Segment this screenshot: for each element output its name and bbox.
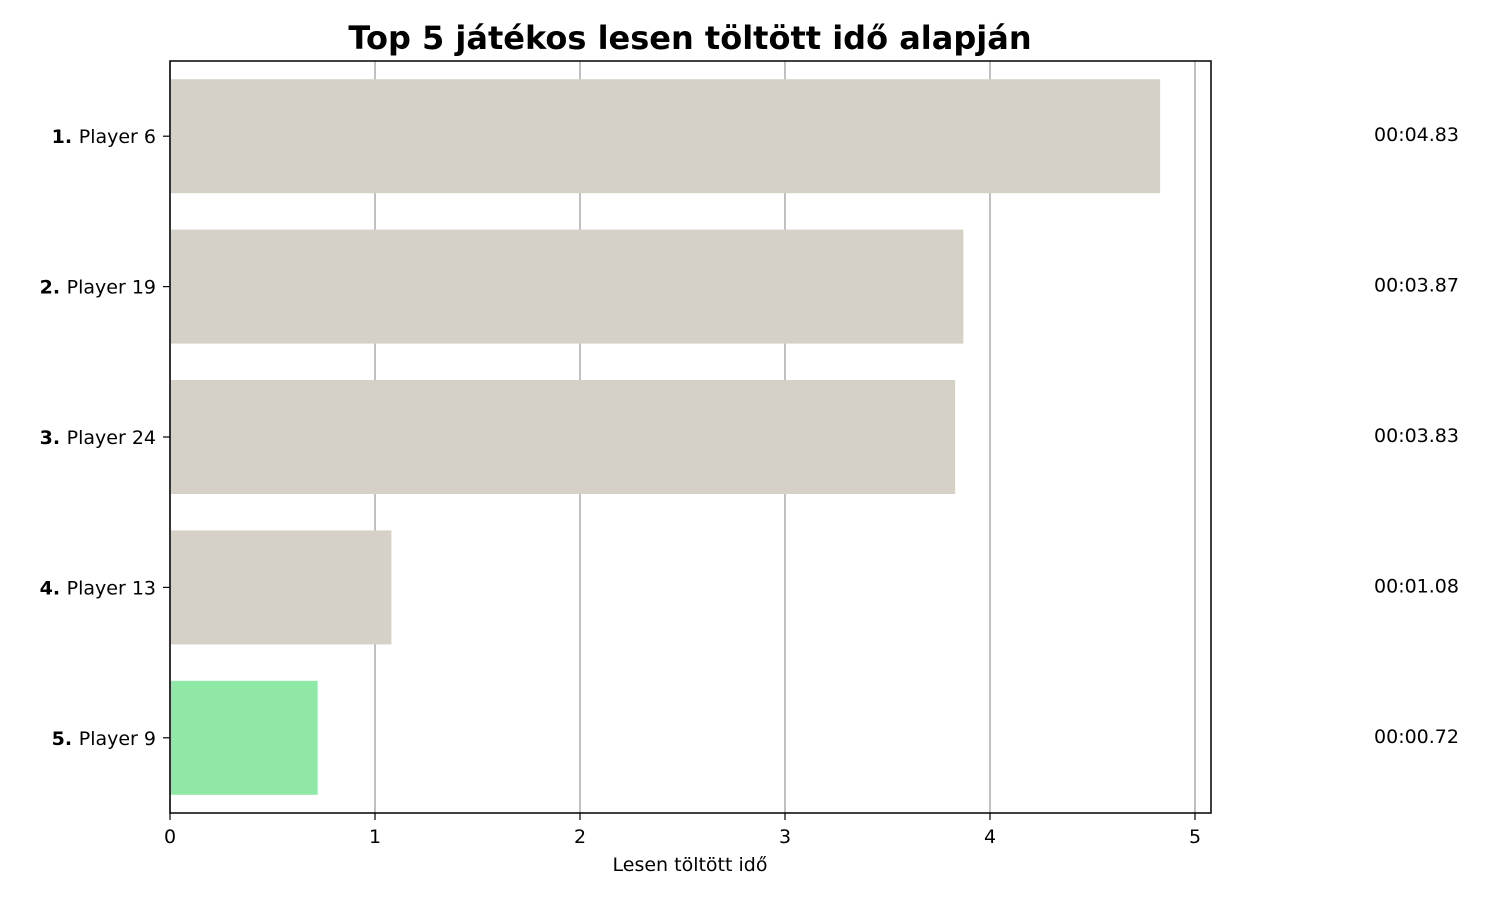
bar <box>170 229 964 344</box>
y-axis: 1. Player 6 2. Player 19 3. Player 24 4. Pl… <box>40 126 170 750</box>
x-tick-label: 3 <box>779 826 791 848</box>
bar <box>170 680 318 795</box>
value-label: 00:03.87 <box>1374 275 1459 297</box>
y-tick-label: 4. Player 13 <box>40 577 156 599</box>
bar <box>170 79 1161 194</box>
y-tick-label: 3. Player 24 <box>40 427 156 449</box>
x-tick-label: 1 <box>369 826 381 848</box>
y-tick-rank: 3. <box>40 427 67 449</box>
x-tick-label: 4 <box>984 826 996 848</box>
x-tick-label: 0 <box>164 826 176 848</box>
value-label: 00:03.83 <box>1374 425 1459 447</box>
y-tick-rank: 5. <box>52 728 79 750</box>
y-tick-rank: 2. <box>40 277 67 299</box>
y-tick-player-name: Player 9 <box>79 728 156 750</box>
y-tick-label: 5. Player 9 <box>52 728 156 750</box>
value-labels: 00:04.83 00:03.87 00:03.83 00:01.08 00:00.72 <box>1374 124 1459 748</box>
bars <box>170 79 1161 795</box>
y-tick-label: 1. Player 6 <box>52 126 156 148</box>
y-tick-label: 2. Player 19 <box>40 277 156 299</box>
y-tick-player-name: Player 24 <box>67 427 156 449</box>
y-tick-player-name: Player 19 <box>67 277 156 299</box>
y-tick-player-name: Player 6 <box>79 126 156 148</box>
value-label: 00:01.08 <box>1374 575 1459 597</box>
chart-title: Top 5 játékos lesen töltött idő alapján <box>348 19 1031 57</box>
y-tick-rank: 1. <box>52 126 79 148</box>
y-tick-rank: 4. <box>40 577 67 599</box>
bar <box>170 530 392 645</box>
y-tick-player-name: Player 13 <box>67 577 156 599</box>
x-tick-label: 5 <box>1189 826 1201 848</box>
bar <box>170 380 956 494</box>
value-label: 00:04.83 <box>1374 124 1459 146</box>
x-tick-label: 2 <box>574 826 586 848</box>
value-label: 00:00.72 <box>1374 726 1459 748</box>
x-axis-label: Lesen töltött idő <box>613 854 768 876</box>
x-axis: 0 1 2 3 4 5 <box>164 813 1201 848</box>
